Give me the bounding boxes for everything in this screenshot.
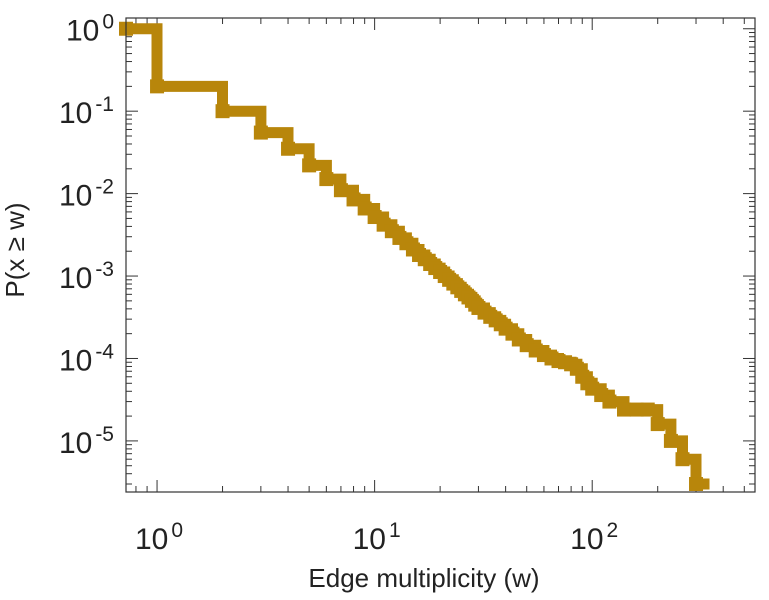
data-point: [650, 417, 665, 432]
y-tick-exponent: 0: [102, 11, 114, 34]
data-point: [675, 452, 690, 467]
data-point: [150, 79, 165, 94]
data-point: [663, 433, 678, 448]
x-tick-base: 10: [353, 523, 386, 556]
y-tick-exponent: -4: [95, 340, 114, 363]
y-tick-base: 10: [59, 427, 92, 460]
y-tick-label: 10 0: [66, 11, 114, 48]
y-tick-label: 10 -4: [59, 340, 114, 377]
data-point: [346, 192, 361, 207]
y-axis-label: P(x ≥ w): [0, 202, 30, 297]
y-tick-label: 10 -5: [59, 423, 114, 460]
data-point: [302, 158, 317, 173]
x-axis-label: Edge multiplicity (w): [308, 563, 539, 593]
data-point: [617, 402, 632, 417]
tick-labels: 10 0 10 1 10 210 010 -110 -210 -310 -410 -5: [59, 11, 618, 556]
y-tick-label: 10 -3: [59, 258, 114, 295]
data-point: [319, 172, 334, 187]
y-tick-label: 10 -1: [59, 93, 114, 130]
y-tick-base: 10: [59, 344, 92, 377]
x-tick-exponent: 1: [389, 519, 401, 542]
y-tick-label: 10 -2: [59, 176, 114, 213]
y-tick-base: 10: [59, 262, 92, 295]
y-tick-exponent: -2: [95, 176, 114, 199]
data-point: [281, 141, 296, 156]
x-tick-exponent: 0: [171, 519, 183, 542]
x-tick-base: 10: [570, 523, 603, 556]
data-point: [640, 402, 655, 417]
data-point: [333, 183, 348, 198]
data-point: [253, 125, 268, 140]
y-tick-exponent: -1: [95, 93, 114, 116]
x-tick-label: 10 0: [135, 519, 183, 556]
x-tick-exponent: 2: [607, 519, 619, 542]
data-point: [602, 394, 617, 409]
y-tick-base: 10: [66, 15, 99, 48]
data-point: [689, 477, 704, 492]
y-tick-base: 10: [59, 97, 92, 130]
x-tick-label: 10 1: [353, 519, 401, 556]
plot-frame: [125, 17, 756, 493]
y-tick-exponent: -3: [95, 258, 114, 281]
data-point: [215, 104, 230, 119]
x-tick-label: 10 2: [570, 519, 618, 556]
x-tick-base: 10: [135, 523, 168, 556]
data-point: [629, 402, 644, 417]
series-layer: [119, 21, 710, 492]
y-tick-base: 10: [59, 180, 92, 213]
y-tick-exponent: -5: [95, 423, 114, 446]
